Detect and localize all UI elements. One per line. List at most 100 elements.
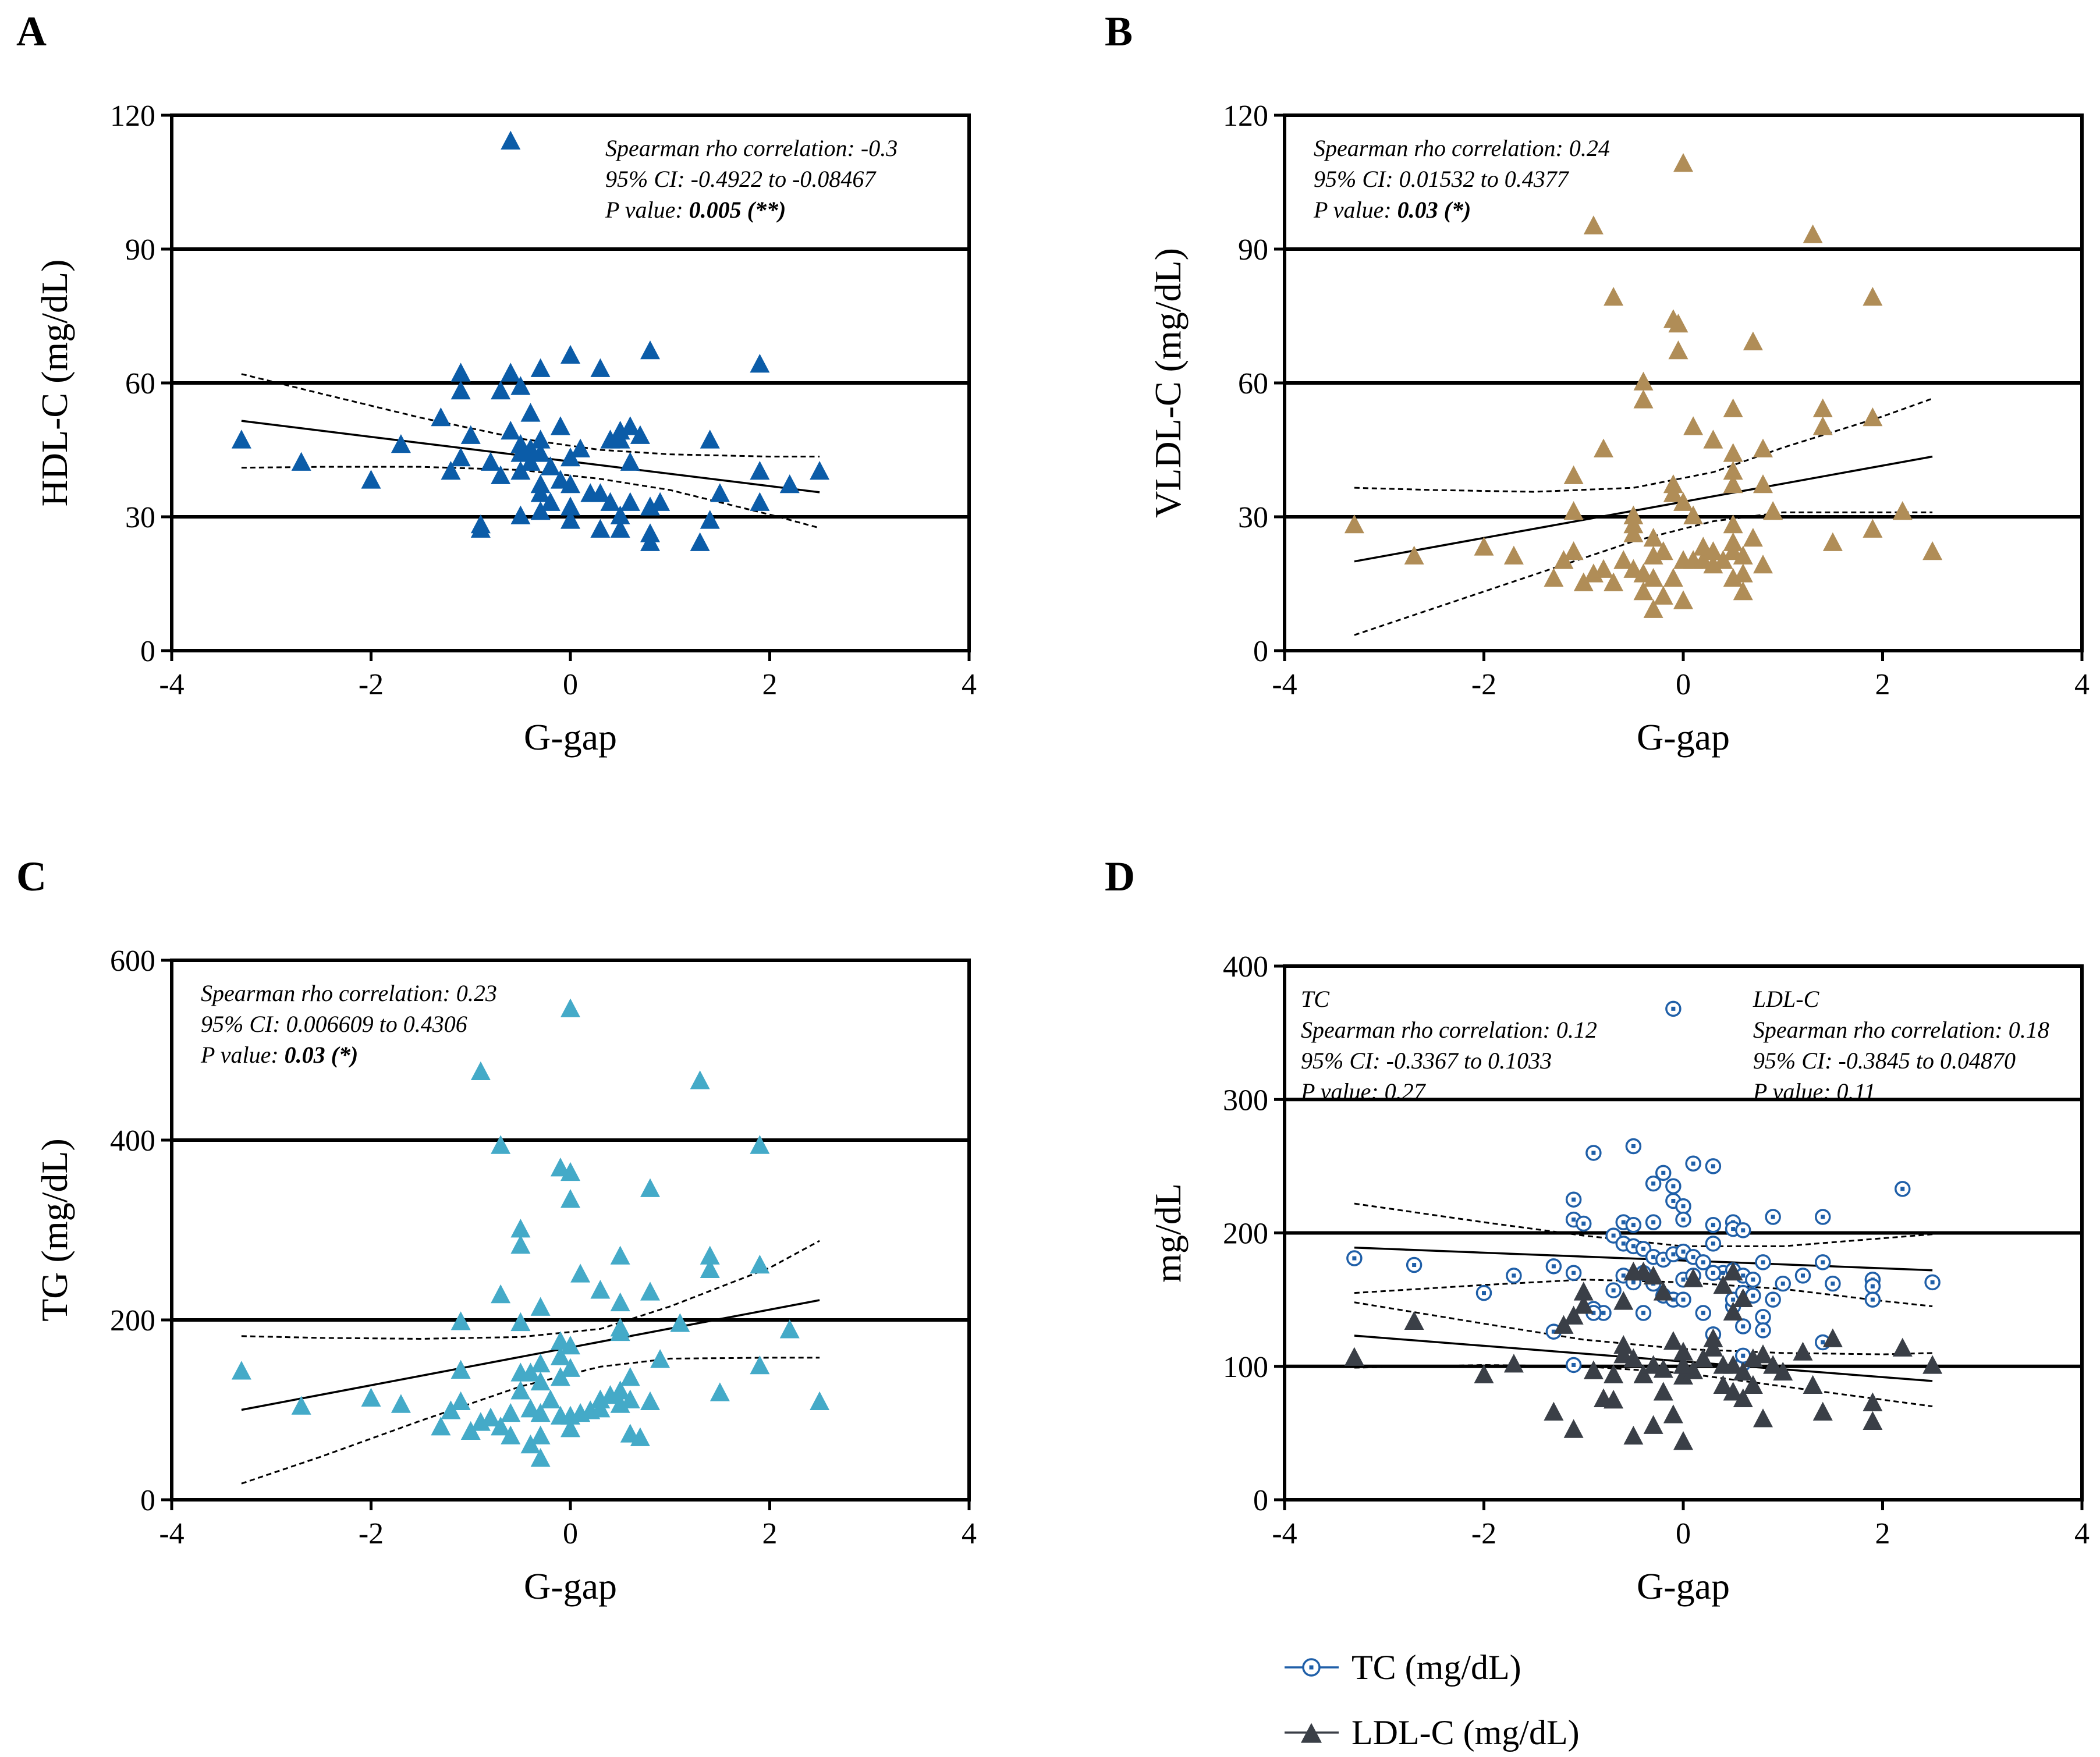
data-point	[1604, 572, 1624, 591]
data-point	[1643, 599, 1663, 618]
data-point	[450, 1360, 471, 1379]
data-point	[1643, 527, 1663, 547]
data-point	[501, 1403, 521, 1422]
data-point	[1625, 1216, 1642, 1233]
data-point	[510, 1219, 531, 1238]
panel-b-vldl-c: B -4 -2 0 2 4 0 30 60 90 120 G-gap VLDL-C (mg/dL) Spe…	[1105, 8, 2090, 758]
y-tick-label: 120	[110, 100, 155, 133]
data-point	[650, 1349, 671, 1368]
annotation-line: Spearman rho correlation: 0.12	[1301, 1017, 1597, 1043]
annotation-line: P value: 0.03 (*)	[200, 1042, 358, 1068]
y-tick-label: 0	[1253, 635, 1268, 668]
x-tick-label: 2	[762, 1517, 778, 1550]
data-point	[481, 1407, 501, 1426]
y-tick-label: 100	[1223, 1351, 1268, 1384]
data-point	[1553, 550, 1574, 569]
data-point	[450, 447, 471, 467]
x-axis-title: G-gap	[524, 716, 617, 758]
x-tick-label: -4	[159, 1517, 184, 1550]
data-point	[1673, 1341, 1693, 1361]
data-point	[1344, 514, 1364, 534]
data-point	[1635, 1305, 1652, 1321]
data-point	[1683, 1268, 1704, 1287]
data-point	[1643, 1265, 1663, 1285]
data-point	[570, 438, 591, 457]
data-point	[530, 1371, 551, 1391]
data-point	[1705, 1236, 1722, 1252]
data-point	[1675, 1291, 1691, 1308]
annotation-line: 95% CI: -0.4922 to -0.08467	[605, 166, 877, 192]
y-axis-title: mg/dL	[1147, 1183, 1189, 1283]
data-point	[700, 1259, 720, 1278]
data-point	[1895, 1181, 1911, 1197]
data-point	[1703, 541, 1723, 560]
data-point	[1668, 340, 1688, 360]
panel-c-tg: C -4 -2 0 2 4 0 200 400 600 G-gap TG (mg/dL) Spearma…	[16, 853, 977, 1607]
data-point	[1623, 523, 1644, 542]
data-point	[1665, 1178, 1682, 1195]
data-point	[1733, 1288, 1753, 1308]
data-point	[1404, 1311, 1424, 1330]
x-tick-label: 2	[1875, 1517, 1890, 1550]
data-point	[1695, 1254, 1711, 1270]
data-point	[1713, 550, 1733, 569]
y-tick-label: 90	[125, 233, 155, 267]
legend-marker	[1302, 1658, 1321, 1677]
data-point	[1565, 1265, 1582, 1282]
data-point	[441, 460, 461, 480]
data-point	[491, 380, 511, 400]
data-point	[1604, 286, 1624, 306]
data-point	[640, 1391, 660, 1411]
data-point	[561, 1162, 580, 1181]
data-point	[450, 380, 471, 400]
data-point	[1653, 585, 1673, 605]
x-tick-label: 0	[563, 1517, 578, 1550]
data-point	[530, 1448, 551, 1467]
data-point	[1643, 567, 1663, 587]
data-point	[530, 358, 551, 377]
data-point	[491, 1284, 511, 1304]
data-point	[610, 505, 630, 524]
data-point	[1613, 550, 1634, 569]
stats-annotation: TC Spearman rho correlation: 0.12 95% CI: …	[1300, 986, 1597, 1105]
data-point	[1775, 1275, 1791, 1292]
y-tick-label: 0	[1253, 1484, 1268, 1517]
data-point	[1825, 1275, 1841, 1292]
data-point	[640, 1178, 660, 1197]
data-point	[1613, 1291, 1634, 1310]
series-tg	[231, 998, 830, 1467]
data-point	[1723, 398, 1743, 417]
data-point	[1475, 1284, 1492, 1301]
data-point	[750, 353, 770, 373]
data-point	[1633, 1364, 1654, 1383]
data-point	[1803, 1375, 1823, 1394]
data-point	[640, 1282, 660, 1301]
data-point	[1673, 1355, 1693, 1374]
data-point	[700, 510, 720, 529]
data-point	[600, 492, 620, 511]
data-point	[1576, 1215, 1592, 1232]
annotation-line: TC	[1301, 986, 1330, 1012]
data-point	[291, 452, 311, 471]
data-point	[530, 1403, 551, 1422]
data-point	[1863, 1411, 1883, 1430]
data-point	[1705, 1158, 1722, 1174]
panel-d-tc-ldl-c: D -4 -2 0 2 4 0 100 200 300 400 G-gap mg/dL TC Spearma…	[1105, 853, 2090, 1607]
series-ldl-c-mg-dl	[1344, 1261, 1943, 1450]
data-point	[1645, 1175, 1662, 1192]
annotation-line: 95% CI: -0.3845 to 0.04870	[1753, 1048, 2016, 1074]
annotation-line: 95% CI: 0.006609 to 0.4306	[201, 1011, 467, 1037]
panel-a-hdl-c: A -4 -2 0 2 4 0 30 60 90 120 G-gap HDL-C (mg/dL) Spea…	[16, 8, 977, 758]
y-tick-label: 60	[125, 367, 155, 400]
data-point	[1573, 1282, 1594, 1301]
data-point	[1653, 1359, 1673, 1378]
data-point	[510, 460, 531, 480]
data-point	[1673, 492, 1693, 511]
data-point	[391, 434, 411, 453]
data-point	[550, 1346, 570, 1365]
annotation-line: LDL-C	[1753, 986, 1820, 1012]
data-point	[1713, 1275, 1733, 1294]
annotation-line: Spearman rho correlation: 0.23	[201, 980, 497, 1006]
data-point	[650, 492, 671, 511]
data-point	[1863, 407, 1883, 427]
